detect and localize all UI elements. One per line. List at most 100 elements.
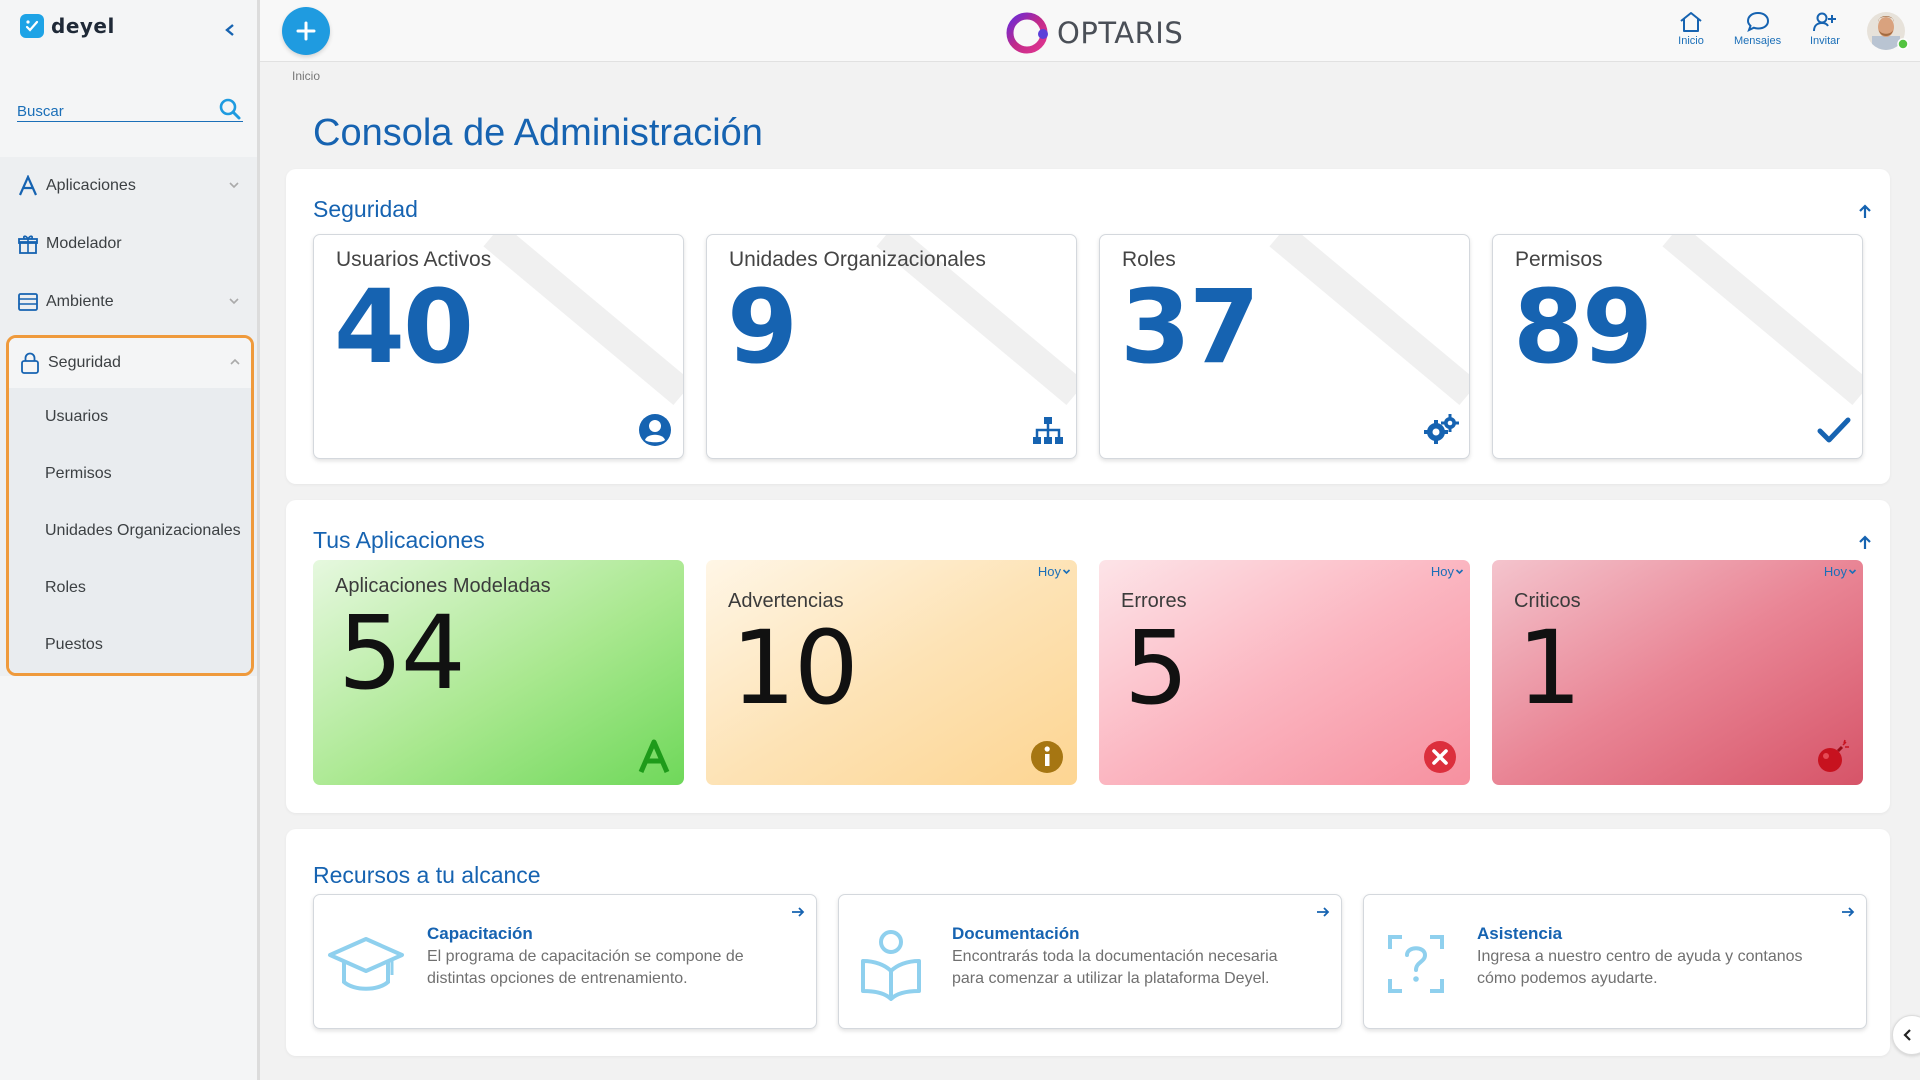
resource-card-asistencia[interactable]: Asistencia Ingresa a nuestro centro de a… — [1363, 894, 1867, 1029]
resource-card-title: Asistencia — [1477, 924, 1563, 943]
sidebar-item-label: Aplicaciones — [46, 177, 136, 194]
metric-card-value: 37 — [1120, 268, 1260, 387]
server-icon — [16, 290, 40, 314]
side-panel-toggle-button[interactable] — [1892, 1015, 1920, 1055]
sidebar-menu: Aplicaciones Modelador Ambiente Segurida… — [0, 157, 257, 676]
bomb-icon — [1818, 739, 1849, 772]
security-panel: Seguridad Usuarios Activos 40 Unidades O… — [286, 169, 1890, 484]
app-card-title: Errores — [1121, 590, 1187, 612]
sidebar-empty-area — [0, 677, 257, 1080]
card-background-decoration — [1662, 235, 1862, 405]
app-card-value: 54 — [338, 594, 466, 713]
app-card-errores[interactable]: Hoy Errores 5 — [1099, 560, 1470, 785]
resource-card-description: Ingresa a nuestro centro de ayuda y cont… — [1477, 948, 1803, 987]
sidebar-subitem-unidades-organizacionales[interactable]: Unidades Organizacionales — [45, 521, 241, 539]
sidebar-group-seguridad: Seguridad Usuarios Permisos Unidades Org… — [6, 335, 254, 676]
home-button[interactable]: Inicio — [1678, 10, 1704, 47]
app-card-aplicaciones-modeladas[interactable]: Aplicaciones Modeladas 54 — [313, 560, 684, 785]
resource-card-title: Capacitación — [427, 924, 533, 943]
resource-card-description: Encontrarás toda la documentación necesa… — [952, 948, 1278, 987]
invite-label: Invitar — [1810, 35, 1840, 47]
resource-card-documentacion[interactable]: Documentación Encontrarás toda la docume… — [838, 894, 1342, 1029]
messages-label: Mensajes — [1734, 35, 1782, 47]
info-circle-icon — [1031, 741, 1063, 773]
period-dropdown[interactable]: Hoy — [1038, 564, 1071, 579]
chevron-left-icon — [1903, 1029, 1911, 1041]
metric-card-title: Roles — [1122, 248, 1176, 271]
user-avatar-icon — [1867, 12, 1909, 50]
metric-card-unidades-organizacionales[interactable]: Unidades Organizacionales 9 — [706, 234, 1077, 459]
avatar[interactable] — [1866, 8, 1912, 54]
resource-card-capacitacion[interactable]: Capacitación El programa de capacitación… — [313, 894, 817, 1029]
metric-card-title: Permisos — [1515, 248, 1603, 271]
app-card-advertencias[interactable]: Hoy Advertencias 10 — [706, 560, 1077, 785]
period-label: Hoy — [1430, 564, 1454, 579]
period-dropdown[interactable]: Hoy — [1824, 564, 1857, 579]
sidebar-item-ambiente[interactable]: Ambiente — [0, 273, 257, 331]
resource-card-description: El programa de capacitación se compone d… — [427, 948, 744, 987]
resources-panel: Recursos a tu alcance Capacitación El pr… — [286, 829, 1890, 1056]
collapse-arrow-up-icon[interactable] — [1856, 203, 1874, 221]
period-dropdown[interactable]: Hoy — [1431, 564, 1464, 579]
lock-icon — [18, 351, 42, 375]
sidebar-subitem-puestos[interactable]: Puestos — [45, 635, 103, 653]
sidebar-item-seguridad[interactable]: Seguridad — [9, 338, 251, 388]
app-card-criticos[interactable]: Hoy Criticos 1 — [1492, 560, 1863, 785]
metric-card-usuarios-activos[interactable]: Usuarios Activos 40 — [313, 234, 684, 459]
chevron-up-icon — [230, 358, 240, 365]
chevron-down-icon — [229, 298, 239, 305]
deyel-logo-icon — [20, 14, 44, 38]
sidebar-item-label: Seguridad — [48, 354, 121, 371]
metric-card-permisos[interactable]: Permisos 89 — [1492, 234, 1863, 459]
metric-card-title: Unidades Organizacionales — [729, 248, 986, 271]
search-icon[interactable] — [217, 96, 243, 122]
arrow-right-icon — [792, 907, 805, 917]
sidebar-subitem-roles[interactable]: Roles — [45, 578, 86, 596]
deyel-logo[interactable]: deyel — [20, 14, 115, 38]
period-label: Hoy — [1823, 564, 1847, 579]
arrow-right-icon — [1317, 907, 1330, 917]
search-input[interactable] — [17, 95, 207, 120]
invite-button[interactable]: Invitar — [1810, 10, 1840, 47]
period-label: Hoy — [1037, 564, 1061, 579]
sidebar-item-aplicaciones[interactable]: Aplicaciones — [0, 157, 257, 215]
brand-text: OPTARIS — [1057, 16, 1184, 50]
plus-icon — [296, 21, 316, 41]
arrow-right-icon — [1842, 907, 1855, 917]
sidebar-item-label: Modelador — [46, 235, 122, 252]
sidebar-item-label: Ambiente — [46, 293, 114, 310]
page-title: Consola de Administración — [313, 112, 763, 154]
check-icon — [1817, 417, 1851, 443]
card-background-decoration — [483, 235, 683, 405]
app-card-title: Aplicaciones Modeladas — [335, 575, 551, 597]
sidebar-subitem-permisos[interactable]: Permisos — [45, 464, 112, 482]
metric-card-value: 89 — [1513, 268, 1653, 387]
home-icon — [1680, 12, 1702, 32]
letter-a-icon — [638, 739, 670, 773]
sidebar-item-modelador[interactable]: Modelador — [0, 215, 257, 273]
breadcrumb[interactable]: Inicio — [292, 69, 321, 83]
apps-panel: Tus Aplicaciones Aplicaciones Modeladas … — [286, 500, 1890, 813]
metric-card-roles[interactable]: Roles 37 — [1099, 234, 1470, 459]
apps-a-icon — [16, 174, 40, 198]
app-card-value: 10 — [731, 609, 859, 728]
sidebar-subitem-usuarios[interactable]: Usuarios — [45, 407, 109, 425]
add-button[interactable] — [282, 7, 330, 55]
messages-button[interactable]: Mensajes — [1734, 10, 1781, 47]
seguridad-submenu: Usuarios Permisos Unidades Organizaciona… — [9, 388, 251, 673]
app-card-value: 1 — [1517, 609, 1582, 728]
collapse-arrow-up-icon[interactable] — [1856, 534, 1874, 552]
graduation-cap-icon — [328, 937, 404, 991]
chevron-down-icon — [229, 182, 239, 189]
search-box — [17, 94, 243, 122]
collapse-sidebar-button[interactable] — [218, 18, 242, 42]
metric-card-value: 9 — [727, 268, 798, 387]
gift-box-icon — [16, 232, 40, 256]
reader-book-icon — [861, 930, 921, 1001]
optaris-logo-icon — [1006, 12, 1048, 54]
apps-panel-title: Tus Aplicaciones — [313, 527, 485, 553]
resource-card-title: Documentación — [952, 924, 1080, 943]
chevron-down-icon — [1455, 569, 1464, 575]
top-bar: OPTARIS Inicio Mensajes Invitar — [260, 0, 1920, 62]
metric-card-title: Usuarios Activos — [336, 248, 492, 271]
